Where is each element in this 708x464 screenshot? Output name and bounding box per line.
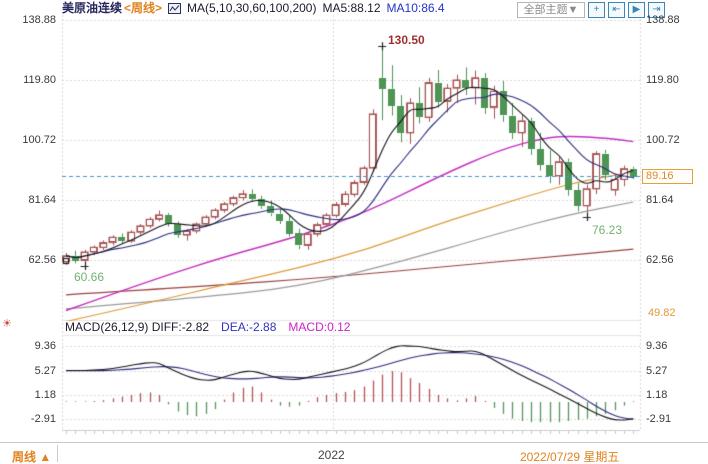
axis-label: 119.80 <box>646 74 679 86</box>
symbol-name[interactable]: 美原油连续 <box>62 1 123 15</box>
ma10-value: MA10:86.4 <box>386 1 445 15</box>
theme-dropdown-label: 全部主题▼ <box>523 4 579 16</box>
high-price-annotation: 130.50 <box>388 33 425 47</box>
axis-label: 138.88 <box>646 14 680 26</box>
fit-axis-icon[interactable]: ⇤ <box>608 2 625 18</box>
axis-label: 5.27 <box>34 365 56 377</box>
axis-label: 100.72 <box>22 134 56 146</box>
left-low-annotation: 60.66 <box>74 270 105 284</box>
status-bar: 周线 ▲ 2022 2022/07/29 星期五 <box>0 442 708 464</box>
axis-label: 1.18 <box>34 389 56 401</box>
macd-dea-value: DEA:-2.88 <box>221 320 277 334</box>
indicator-sun-icon[interactable]: ☀ <box>2 318 12 330</box>
macd-header: MACD(26,12,9) DIFF:-2.82 DEA:-2.88 MACD:… <box>65 321 350 334</box>
current-price-tag: 89.16 <box>642 169 693 184</box>
date-label: 2022/07/29 星期五 <box>520 450 620 464</box>
pan-tool-icon[interactable]: + <box>588 2 605 18</box>
axis-low-label: 49.82 <box>648 307 676 319</box>
line-chart-icon <box>168 2 182 14</box>
play-forward-icon[interactable]: ▶ <box>628 2 645 18</box>
axis-label: 5.27 <box>646 365 668 377</box>
chart-header: 美原油连续 <周线> MA(5,10,30,60,100,200) MA5:88.… <box>62 1 445 15</box>
divider <box>57 445 58 462</box>
ma-settings-label[interactable]: MA(5,10,30,60,100,200) <box>187 1 317 15</box>
axis-label: 62.56 <box>646 254 674 266</box>
macd-formula-diff[interactable]: MACD(26,12,9) DIFF:-2.82 <box>65 320 210 334</box>
axis-label: 9.36 <box>34 340 56 352</box>
year-axis-label: 2022 <box>318 448 345 462</box>
page-end-icon[interactable]: ⇥ <box>648 2 665 18</box>
axis-label: 81.64 <box>646 194 674 206</box>
chart-toolbar: + ⇤ ▶ ⇥ <box>588 2 665 18</box>
period-tag[interactable]: <周线> <box>124 1 163 15</box>
axis-label: 62.56 <box>28 254 56 266</box>
macd-value: MACD:0.12 <box>288 320 351 334</box>
ma5-value: MA5:88.12 <box>322 1 381 15</box>
axis-label: -2.91 <box>646 413 672 425</box>
period-button[interactable]: 周线 ▲ <box>12 450 52 464</box>
axis-label: -2.91 <box>30 413 56 425</box>
axis-label: 100.72 <box>646 134 680 146</box>
axis-label: 1.18 <box>646 389 668 401</box>
recent-low-annotation: 76.23 <box>592 223 623 237</box>
axis-label: 81.64 <box>28 194 56 206</box>
axis-label: 138.88 <box>22 14 56 26</box>
theme-dropdown[interactable]: 全部主题▼ <box>517 2 585 18</box>
axis-label: 119.80 <box>23 74 56 86</box>
axis-label: 9.36 <box>646 340 668 352</box>
